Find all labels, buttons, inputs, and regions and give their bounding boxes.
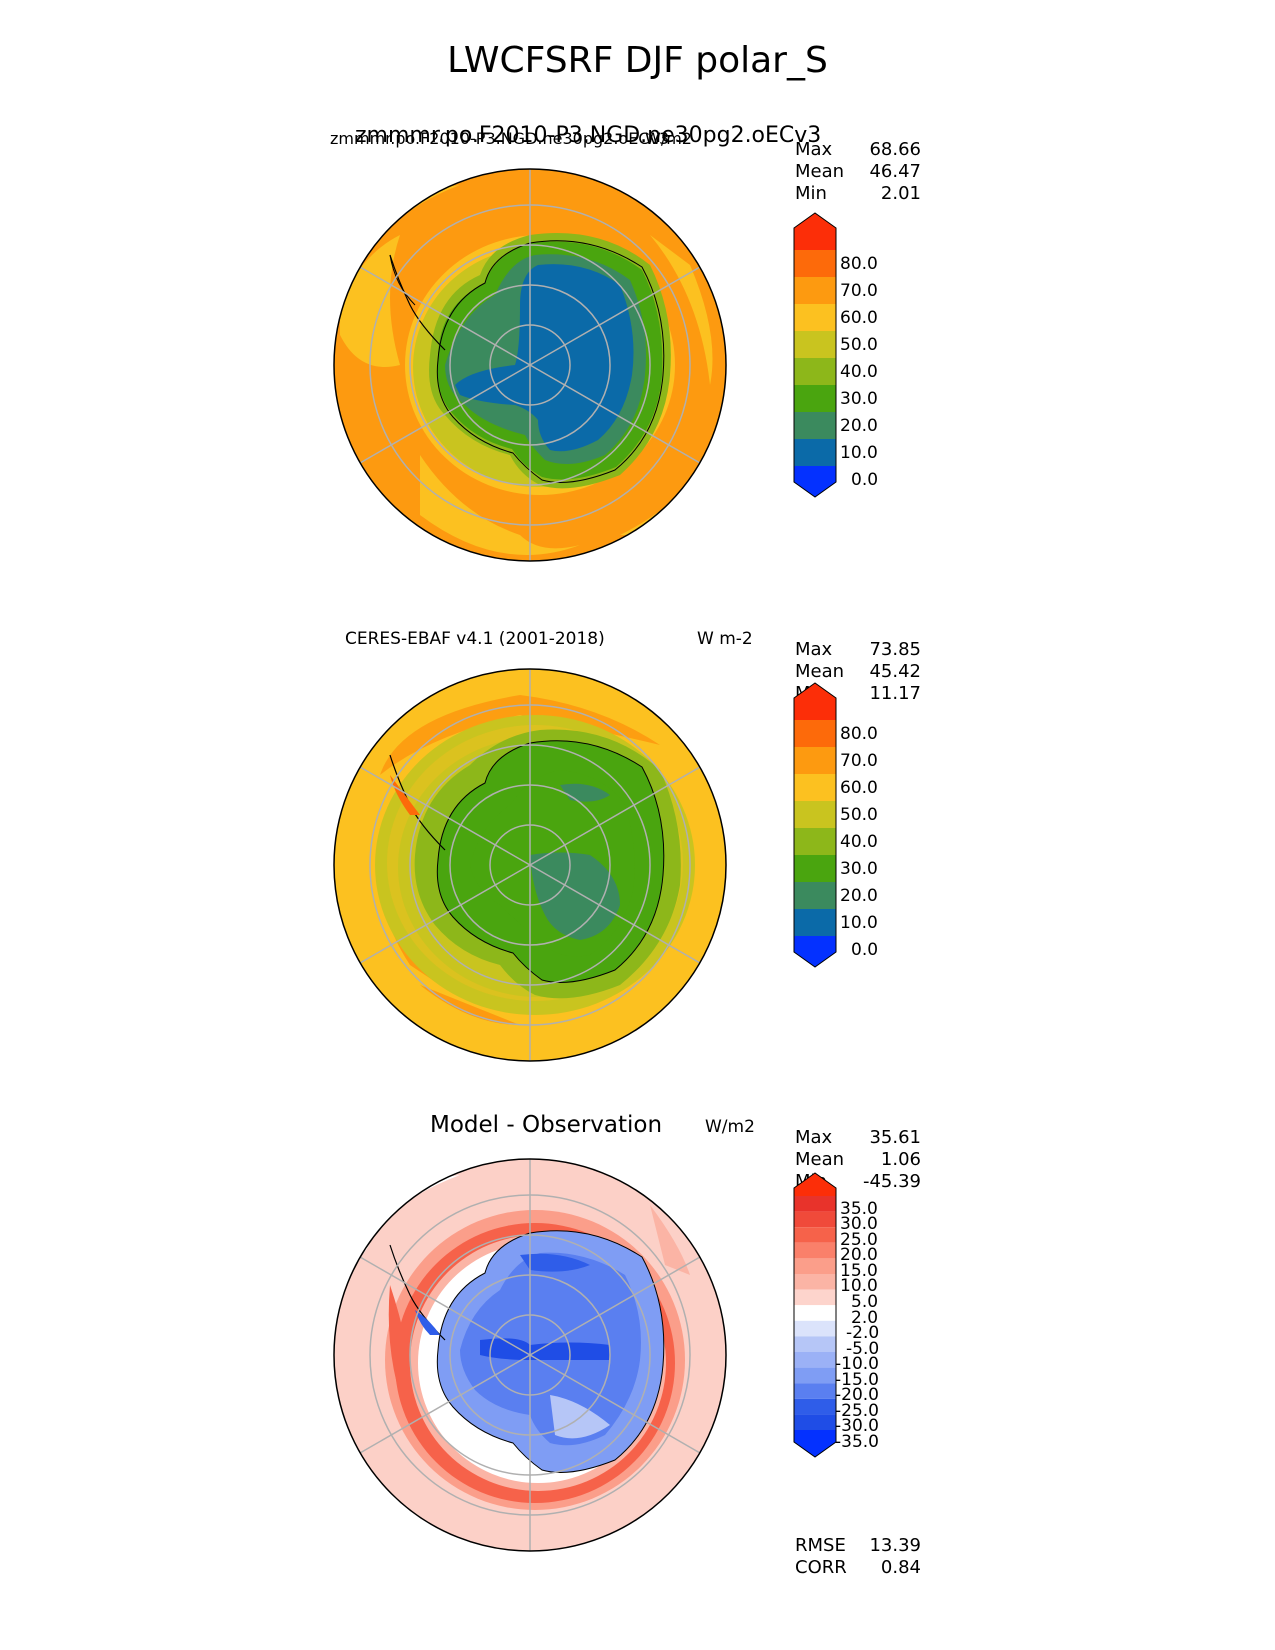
stats-max-label: Max [795, 139, 833, 160]
cb-tick: -5.0 [846, 1339, 880, 1359]
cb-tick: 10.0 [840, 1276, 878, 1296]
panel-diff: Model - Observation W/m2 [0, 1112, 1275, 1635]
panel-title-test: zmmmr.po.F2010-P3.NGD.ne30pg2.oECv3 [330, 129, 670, 148]
panel-units-test: W/m2 [645, 129, 692, 148]
cb-tick: -10.0 [835, 1354, 879, 1374]
cb-tick: 80.0 [840, 724, 878, 744]
cb-tick: -35.0 [835, 1432, 879, 1452]
stats-test: Max 68.66 Mean 46.47 Min 2.01 [795, 139, 921, 205]
stats-max-label: Max [795, 639, 833, 660]
colorbar-diff [793, 1172, 837, 1458]
stats-min-value: 11.17 [869, 683, 921, 704]
cb-tick: 30.0 [840, 389, 878, 409]
cb-tick: -30.0 [835, 1416, 879, 1436]
cb-tick: 25.0 [840, 1230, 878, 1250]
stats-min-value: -45.39 [862, 1171, 921, 1192]
panel-ref: CERES-EBAF v4.1 (2001-2018) W m-2 [0, 625, 1275, 1095]
cb-tick: 20.0 [840, 416, 878, 436]
cb-tick: -25.0 [835, 1401, 879, 1421]
colorbar-test [793, 212, 837, 498]
cb-tick: 60.0 [840, 308, 878, 328]
panel-units-diff: W/m2 [705, 1117, 755, 1137]
colorbar-ref [793, 682, 837, 968]
stats-max-value: 73.85 [869, 639, 921, 660]
cb-tick: 50.0 [840, 805, 878, 825]
panel-title-ref: CERES-EBAF v4.1 (2001-2018) [345, 629, 605, 649]
cb-tick: 50.0 [840, 335, 878, 355]
cb-tick: 30.0 [840, 1214, 878, 1234]
stats-mean-label: Mean [795, 161, 845, 182]
panel-title-diff: Model - Observation [430, 1112, 663, 1138]
stats-max-value: 68.66 [869, 139, 921, 160]
cb-tick: 0.0 [851, 470, 879, 490]
cb-tick: 15.0 [840, 1261, 878, 1281]
panel-units-ref: W m-2 [697, 629, 753, 649]
stats-mean-label: Mean [795, 1149, 845, 1170]
cb-tick: 0.0 [851, 940, 879, 960]
cb-tick: -20.0 [835, 1385, 879, 1405]
rmse-corr-stats: RMSE 13.39 CORR 0.84 [795, 1535, 921, 1579]
stats-max-label: Max [795, 1127, 833, 1148]
cb-tick: 2.0 [851, 1308, 879, 1328]
cb-tick: 20.0 [840, 1245, 878, 1265]
stats-mean-value: 46.47 [869, 161, 921, 182]
cb-tick: 20.0 [840, 886, 878, 906]
stats-min-value: 2.01 [880, 183, 921, 204]
cb-tick: 60.0 [840, 778, 878, 798]
cb-tick: -2.0 [846, 1323, 880, 1343]
rmse-label: RMSE [795, 1535, 846, 1556]
stats-mean-label: Mean [795, 661, 845, 682]
cb-tick: 35.0 [840, 1199, 878, 1219]
cb-tick: 10.0 [840, 913, 878, 933]
cb-tick: 70.0 [840, 751, 878, 771]
cb-tick: 80.0 [840, 254, 878, 274]
cb-tick: 70.0 [840, 281, 878, 301]
rmse-value: 13.39 [869, 1535, 921, 1556]
cb-tick: 30.0 [840, 859, 878, 879]
stats-mean-value: 1.06 [880, 1149, 921, 1170]
polar-map-ref [333, 668, 727, 1062]
cb-tick: 40.0 [840, 832, 878, 852]
figure-title: LWCFSRF DJF polar_S [447, 40, 828, 81]
panel-title-test-overlay: zmmmr.po.F2010-P3.NGD.ne30pg2.oECv3 [355, 123, 822, 148]
stats-min-label: Min [795, 183, 827, 204]
cb-tick: -15.0 [835, 1370, 879, 1390]
cb-tick: 40.0 [840, 362, 878, 382]
corr-value: 0.84 [880, 1557, 921, 1578]
corr-label: CORR [795, 1557, 847, 1578]
polar-map-test [333, 168, 727, 562]
cb-tick: 5.0 [851, 1292, 879, 1312]
polar-map-diff [333, 1158, 727, 1552]
stats-mean-value: 45.42 [869, 661, 921, 682]
panel-test: zmmmr.po.F2010-P3.NGD.ne30pg2.oECv3 zmmm… [0, 123, 1275, 595]
stats-max-value: 35.61 [869, 1127, 921, 1148]
cb-tick: 10.0 [840, 443, 878, 463]
